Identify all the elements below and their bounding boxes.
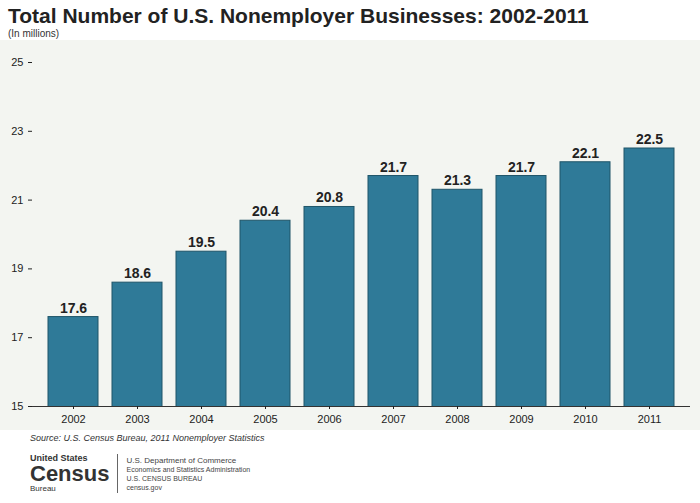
html-text:census.gov: census.gov	[126, 483, 162, 491]
svg-text:2011: 2011	[638, 413, 662, 425]
html-text:(In millions): (In millions)	[8, 28, 60, 39]
svg-text:20.4: 20.4	[252, 203, 279, 219]
svg-text:19: 19	[11, 262, 23, 274]
svg-text:21.7: 21.7	[508, 159, 535, 175]
svg-text:2004: 2004	[189, 413, 213, 425]
html-text:U.S. CENSUS BUREAU: U.S. CENSUS BUREAU	[126, 474, 203, 482]
html-text:Source: U.S. Census Bureau, 20: Source: U.S. Census Bureau, 2011 Nonempl…	[30, 433, 265, 443]
html-text:Bureau: Bureau	[30, 484, 56, 493]
svg-text:23: 23	[11, 125, 23, 137]
svg-text:22.1: 22.1	[572, 145, 599, 161]
svg-text:2005: 2005	[253, 413, 277, 425]
svg-text:18.6: 18.6	[124, 265, 151, 281]
svg-text:2003: 2003	[125, 413, 149, 425]
svg-text:15: 15	[11, 400, 23, 412]
svg-text:2002: 2002	[61, 413, 85, 425]
svg-text:2010: 2010	[573, 413, 597, 425]
svg-text:21.3: 21.3	[444, 172, 471, 188]
svg-text:25: 25	[11, 56, 23, 68]
svg-text:20.8: 20.8	[316, 189, 343, 205]
svg-text:19.5: 19.5	[188, 234, 215, 250]
svg-text:21.7: 21.7	[380, 159, 407, 175]
svg-text:22.5: 22.5	[636, 131, 663, 147]
svg-text:21: 21	[11, 194, 23, 206]
html-text:Economics and Statistics Admin: Economics and Statistics Administration	[126, 465, 251, 473]
svg-text:2008: 2008	[445, 413, 469, 425]
html-text:Total Number of U.S. Nonemploy: Total Number of U.S. Nonemployer Busines…	[8, 4, 589, 27]
svg-text:2007: 2007	[381, 413, 405, 425]
html-text:U.S. Department of Commerce: U.S. Department of Commerce	[126, 455, 237, 465]
html-text:Census: Census	[30, 461, 110, 486]
html-text:United States: United States	[30, 453, 88, 463]
svg-text:17: 17	[11, 331, 23, 343]
svg-text:2009: 2009	[509, 413, 533, 425]
svg-text:17.6: 17.6	[60, 300, 87, 316]
svg-text:2006: 2006	[317, 413, 341, 425]
